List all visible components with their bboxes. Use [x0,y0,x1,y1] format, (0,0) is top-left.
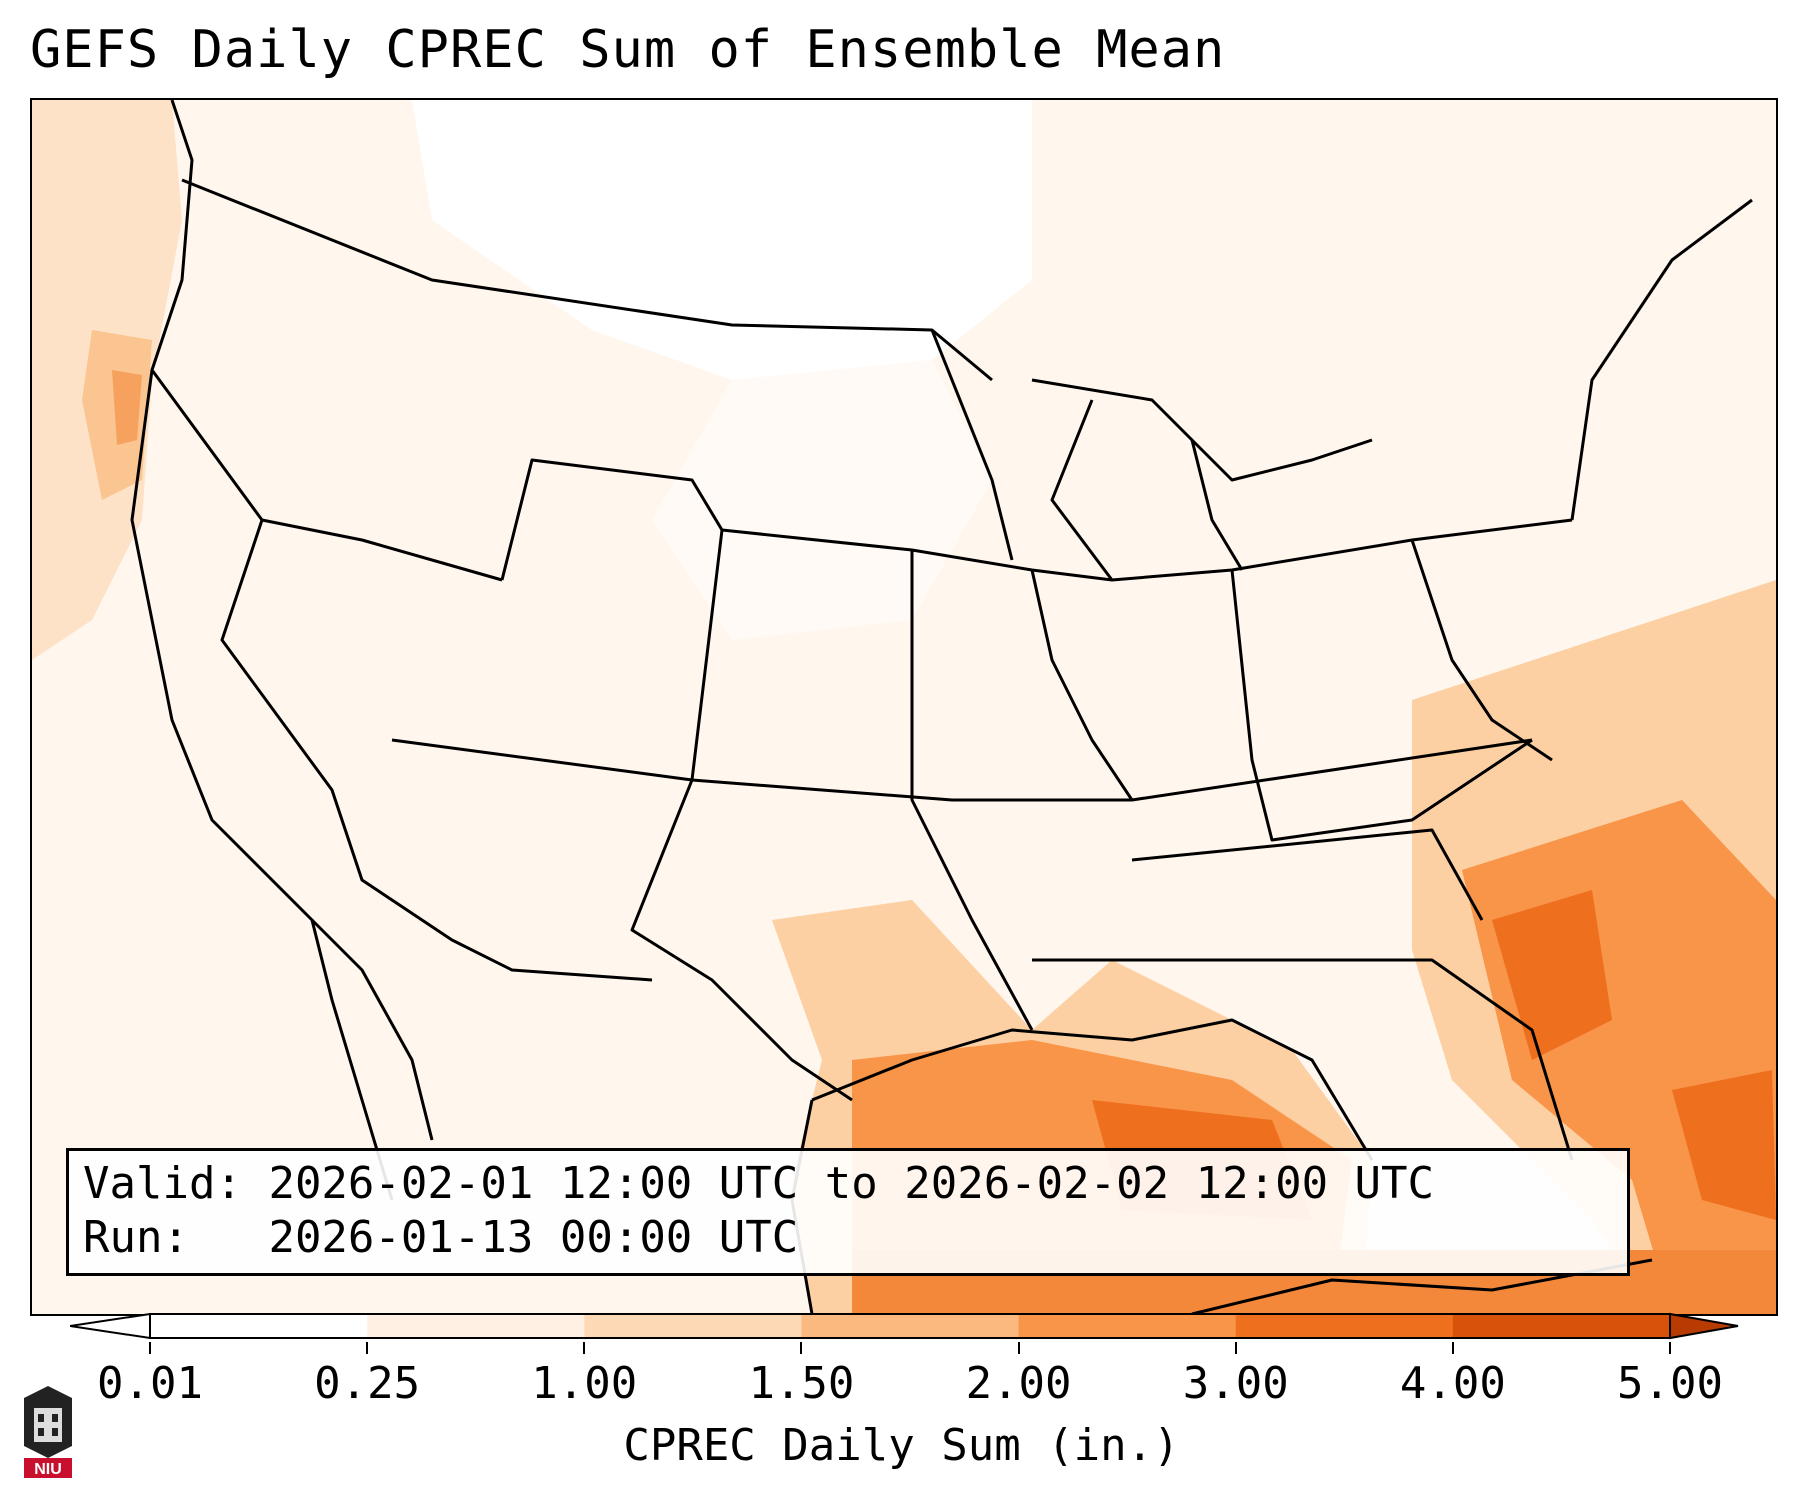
colorbar-tick-label: 2.00 [965,1358,1072,1409]
map-frame [30,98,1778,1316]
colorbar [70,1312,1739,1340]
colorbar-tick-label: 5.00 [1617,1358,1723,1409]
map-title: GEFS Daily CPREC Sum of Ensemble Mean [30,20,1226,80]
colorbar-title: CPREC Daily Sum (in.) [623,1420,1180,1471]
colorbar-segment [1018,1314,1237,1338]
precip-shading [32,100,1776,1314]
valid-label: Valid: [83,1158,242,1209]
colorbar-segment [1452,1314,1671,1338]
colorbar-tick-mark [1669,1342,1671,1354]
colorbar-tick-mark [583,1342,586,1354]
colorbar-segment [584,1314,803,1338]
colorbar-tick-label: 1.50 [748,1358,855,1409]
colorbar-tick-mark [366,1342,369,1354]
colorbar-segment [367,1314,586,1338]
colorbar-segment [150,1314,369,1338]
colorbar-extend-low [70,1312,151,1340]
niu-logo-icon: NIU [24,1386,72,1478]
colorbar-tick-mark [1234,1342,1237,1354]
colorbar-outline [149,1313,1671,1339]
boundaries [130,100,1753,1314]
colorbar-tick-label: 4.00 [1399,1358,1506,1409]
run-label: Run: [83,1212,189,1263]
precip-map [32,100,1776,1314]
colorbar-tick-label: 1.00 [531,1358,638,1409]
colorbar-tick-mark [800,1342,803,1354]
colorbar-tick-label: 0.01 [97,1358,203,1409]
valid-run-box: Valid: 2026-02-01 12:00 UTC to 2026-02-0… [66,1148,1630,1276]
colorbar-tick-mark [149,1342,151,1354]
colorbar-tick-mark [1451,1342,1454,1354]
logo-text: NIU [34,1461,62,1478]
colorbar-segment [801,1314,1020,1338]
colorbar-tick-label: 3.00 [1182,1358,1289,1409]
colorbar-tick-mark [1017,1342,1020,1354]
colorbar-extend-high [1669,1312,1739,1340]
valid-value: 2026-02-01 12:00 UTC to 2026-02-02 12:00… [268,1158,1435,1209]
colorbar-tick-label: 0.25 [314,1358,421,1409]
run-value: 2026-01-13 00:00 UTC [268,1212,799,1263]
colorbar-segment [1235,1314,1454,1338]
